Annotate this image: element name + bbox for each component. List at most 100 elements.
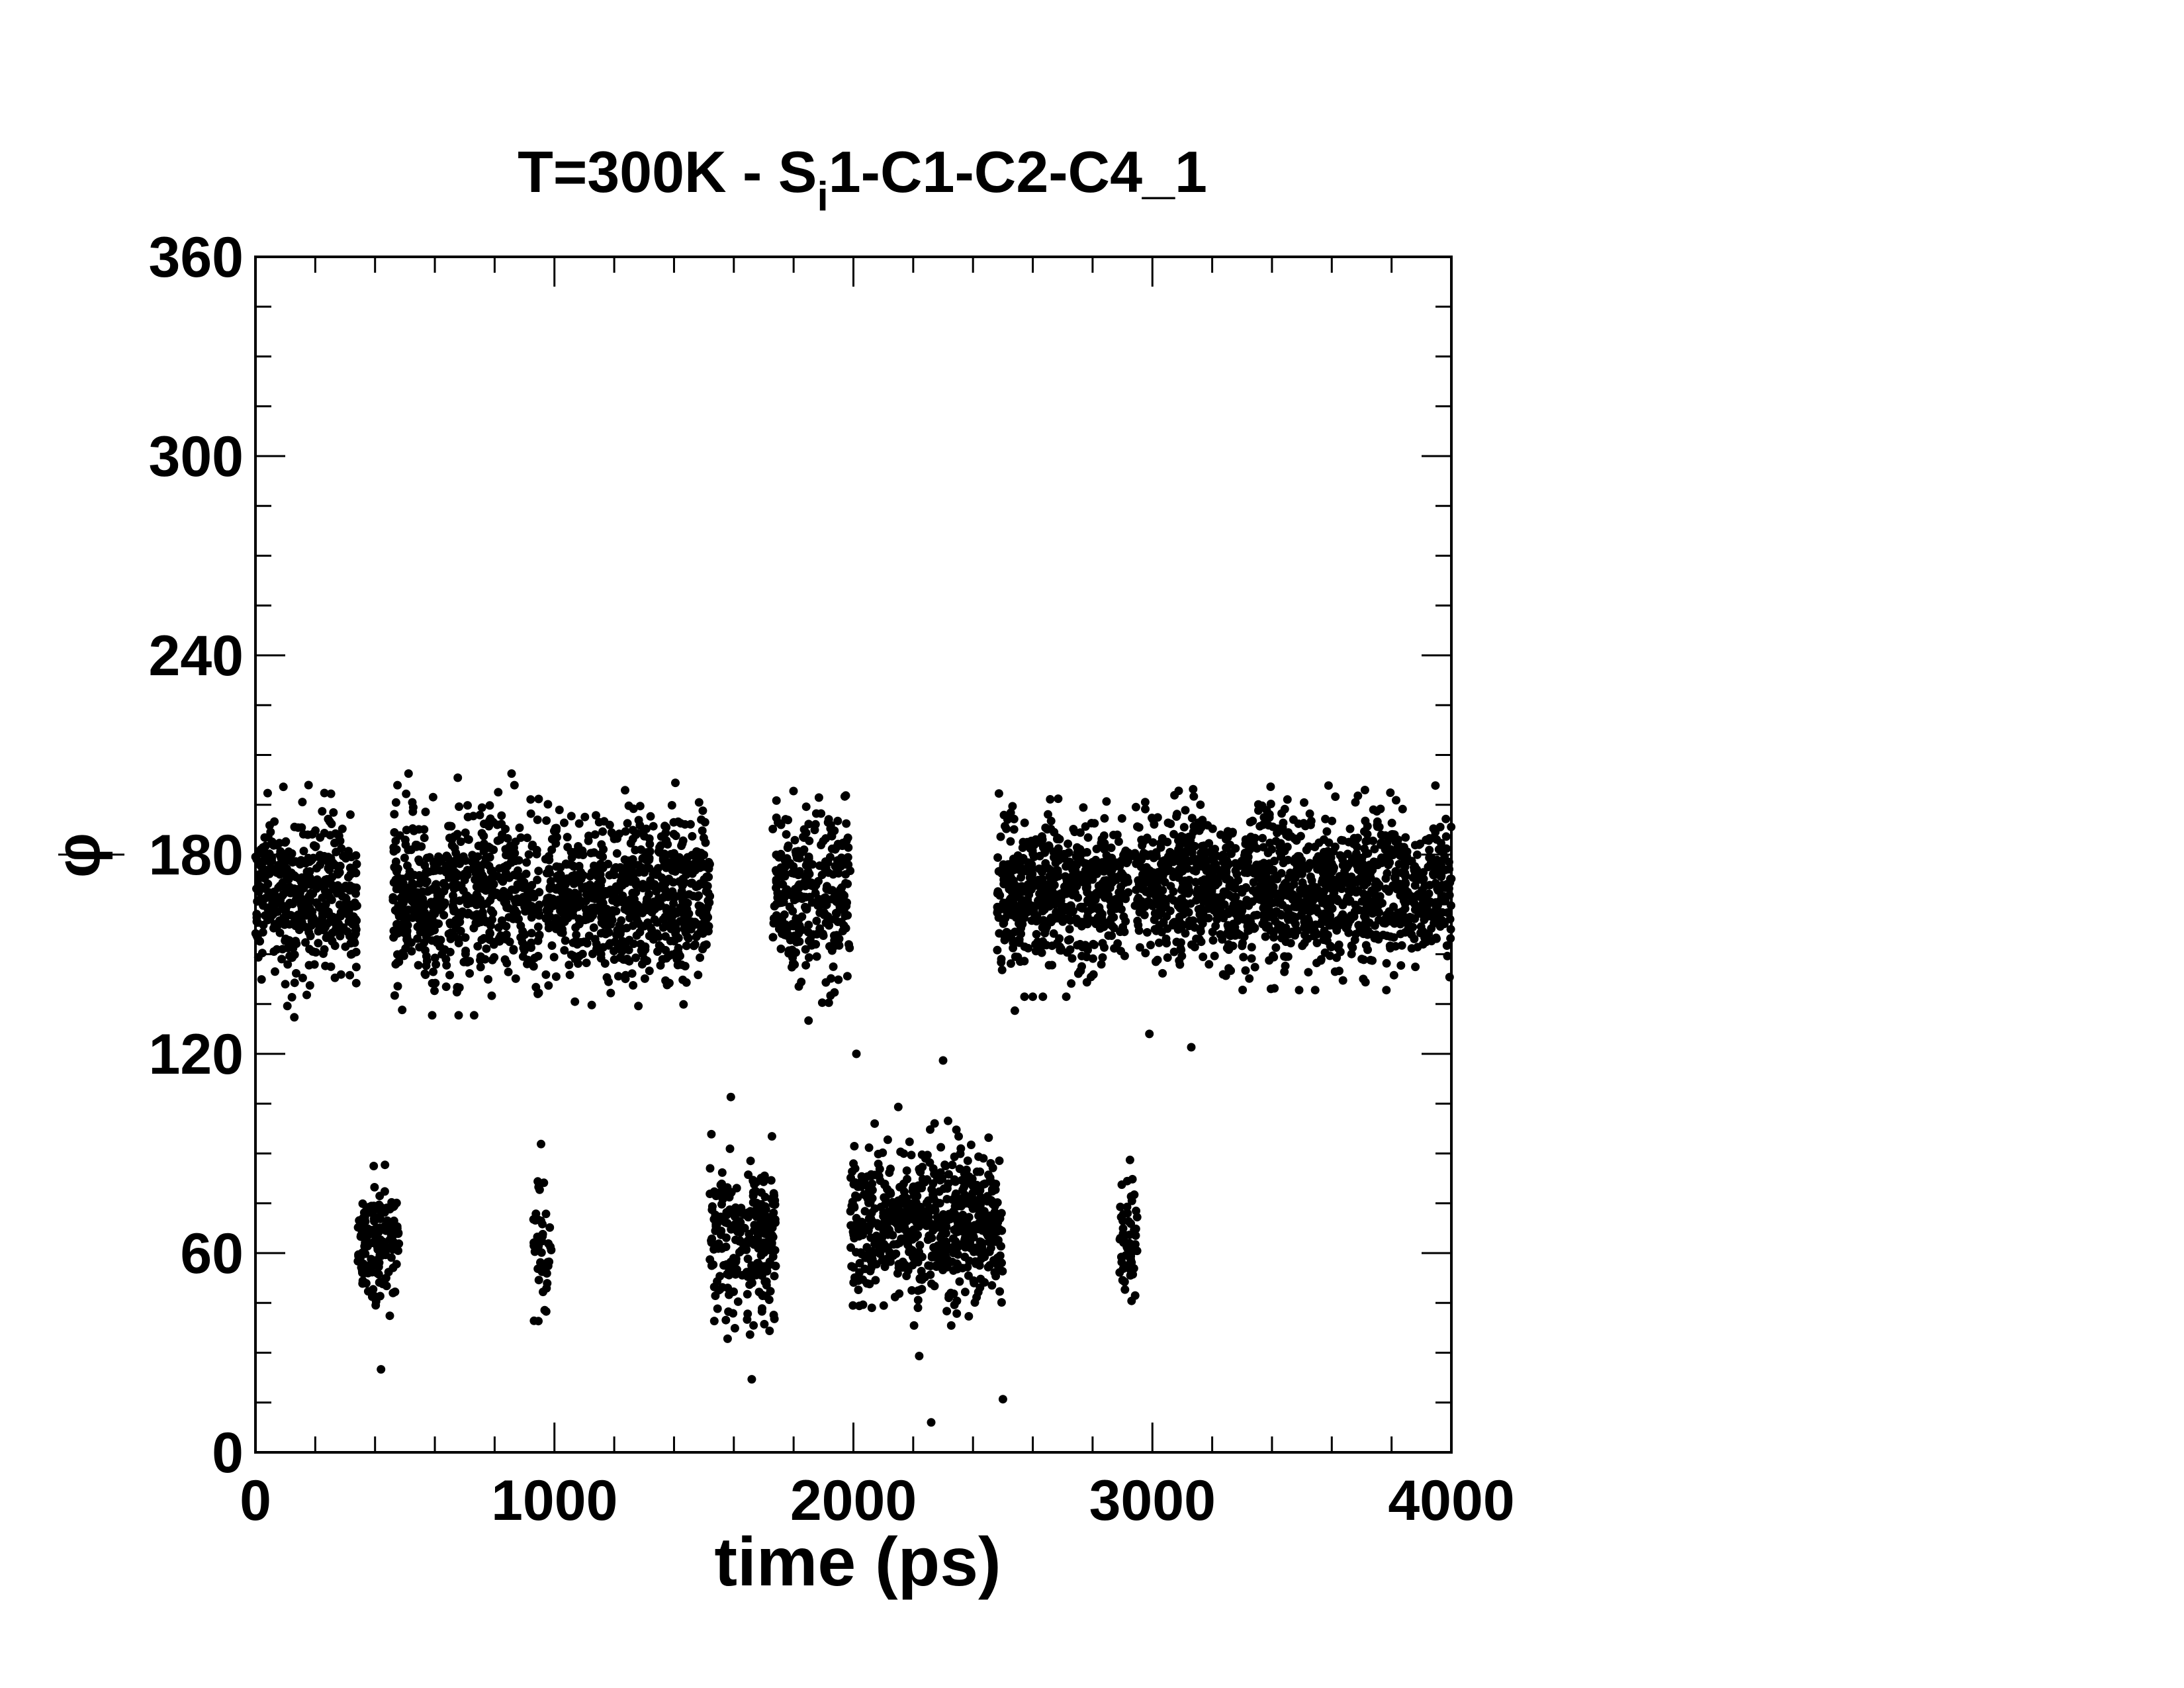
- data-point: [1291, 919, 1300, 929]
- data-point: [1300, 798, 1308, 807]
- data-point: [582, 896, 590, 906]
- data-point: [541, 970, 551, 979]
- data-point: [846, 1221, 856, 1230]
- data-point: [1244, 847, 1253, 856]
- data-point: [674, 817, 683, 826]
- data-point: [714, 1241, 723, 1250]
- data-point: [629, 939, 639, 949]
- data-point: [343, 872, 353, 882]
- data-point: [565, 970, 574, 980]
- data-point: [988, 1163, 997, 1172]
- data-point: [1319, 853, 1328, 863]
- data-point: [709, 1260, 718, 1269]
- data-point: [1146, 941, 1155, 950]
- data-point: [1442, 941, 1451, 950]
- data-point: [674, 933, 683, 943]
- data-point: [1310, 986, 1320, 995]
- data-point: [610, 955, 619, 964]
- data-point: [1403, 919, 1412, 929]
- data-point: [887, 1198, 897, 1207]
- data-point: [1062, 992, 1071, 1002]
- data-point: [476, 867, 485, 876]
- data-point: [717, 1179, 726, 1188]
- data-point: [911, 1231, 920, 1241]
- data-point: [1337, 878, 1346, 887]
- data-point: [623, 819, 632, 828]
- data-point: [749, 1321, 758, 1330]
- data-point: [653, 947, 662, 956]
- data-point: [646, 923, 655, 932]
- data-point: [510, 895, 520, 904]
- data-point: [1034, 915, 1043, 925]
- data-point: [771, 866, 780, 875]
- data-point: [1133, 822, 1142, 831]
- data-point: [533, 815, 542, 824]
- data-point: [766, 1246, 775, 1255]
- data-point: [758, 1304, 766, 1313]
- data-point: [824, 998, 833, 1008]
- data-point: [831, 895, 841, 904]
- data-point: [453, 829, 462, 839]
- data-point: [723, 1334, 732, 1343]
- data-point: [350, 898, 359, 908]
- data-point: [264, 888, 273, 897]
- data-point: [593, 871, 602, 880]
- data-point: [1255, 894, 1264, 903]
- data-point: [269, 902, 279, 911]
- data-point: [1069, 886, 1078, 896]
- data-point: [1167, 854, 1176, 863]
- data-point: [1029, 907, 1038, 916]
- data-point: [811, 820, 820, 829]
- data-point: [420, 825, 429, 834]
- data-point: [1298, 941, 1307, 951]
- data-point: [256, 894, 265, 904]
- data-point: [283, 1002, 292, 1011]
- data-point: [1136, 863, 1146, 872]
- data-point: [486, 906, 496, 915]
- data-point: [772, 796, 781, 805]
- data-point: [953, 1260, 962, 1269]
- data-point: [1073, 857, 1083, 867]
- data-point: [1242, 896, 1251, 905]
- data-point: [1008, 802, 1017, 811]
- data-point: [305, 981, 314, 990]
- data-point: [605, 820, 614, 829]
- data-point: [522, 869, 531, 878]
- data-point: [936, 1233, 945, 1243]
- data-point: [1141, 804, 1150, 814]
- data-point: [968, 1189, 978, 1197]
- data-point: [643, 882, 653, 892]
- data-point: [1376, 804, 1385, 814]
- data-point: [541, 855, 550, 864]
- data-point: [391, 798, 400, 807]
- data-point: [329, 917, 338, 926]
- data-point: [962, 1165, 971, 1174]
- data-point: [479, 839, 488, 849]
- data-point: [1371, 930, 1381, 939]
- data-point: [1153, 813, 1162, 822]
- data-point: [506, 841, 515, 851]
- data-point: [345, 863, 355, 872]
- data-point: [958, 1210, 968, 1219]
- data-point: [1056, 896, 1066, 906]
- data-point: [1335, 966, 1343, 976]
- data-point: [263, 788, 272, 798]
- data-point: [390, 1288, 400, 1296]
- data-point: [560, 946, 569, 955]
- data-point: [1016, 909, 1025, 917]
- data-point: [1009, 814, 1019, 823]
- data-point: [901, 1226, 911, 1235]
- data-point: [1277, 809, 1287, 818]
- data-point: [456, 837, 465, 846]
- data-point: [1024, 890, 1034, 900]
- data-point: [1181, 847, 1191, 856]
- data-point: [1407, 944, 1416, 953]
- data-point: [1218, 935, 1227, 944]
- data-point: [1321, 814, 1330, 823]
- data-point: [255, 937, 265, 946]
- data-point: [1081, 941, 1090, 950]
- data-point: [475, 810, 484, 820]
- data-point: [486, 921, 495, 930]
- data-point: [804, 953, 813, 962]
- data-point: [772, 850, 781, 859]
